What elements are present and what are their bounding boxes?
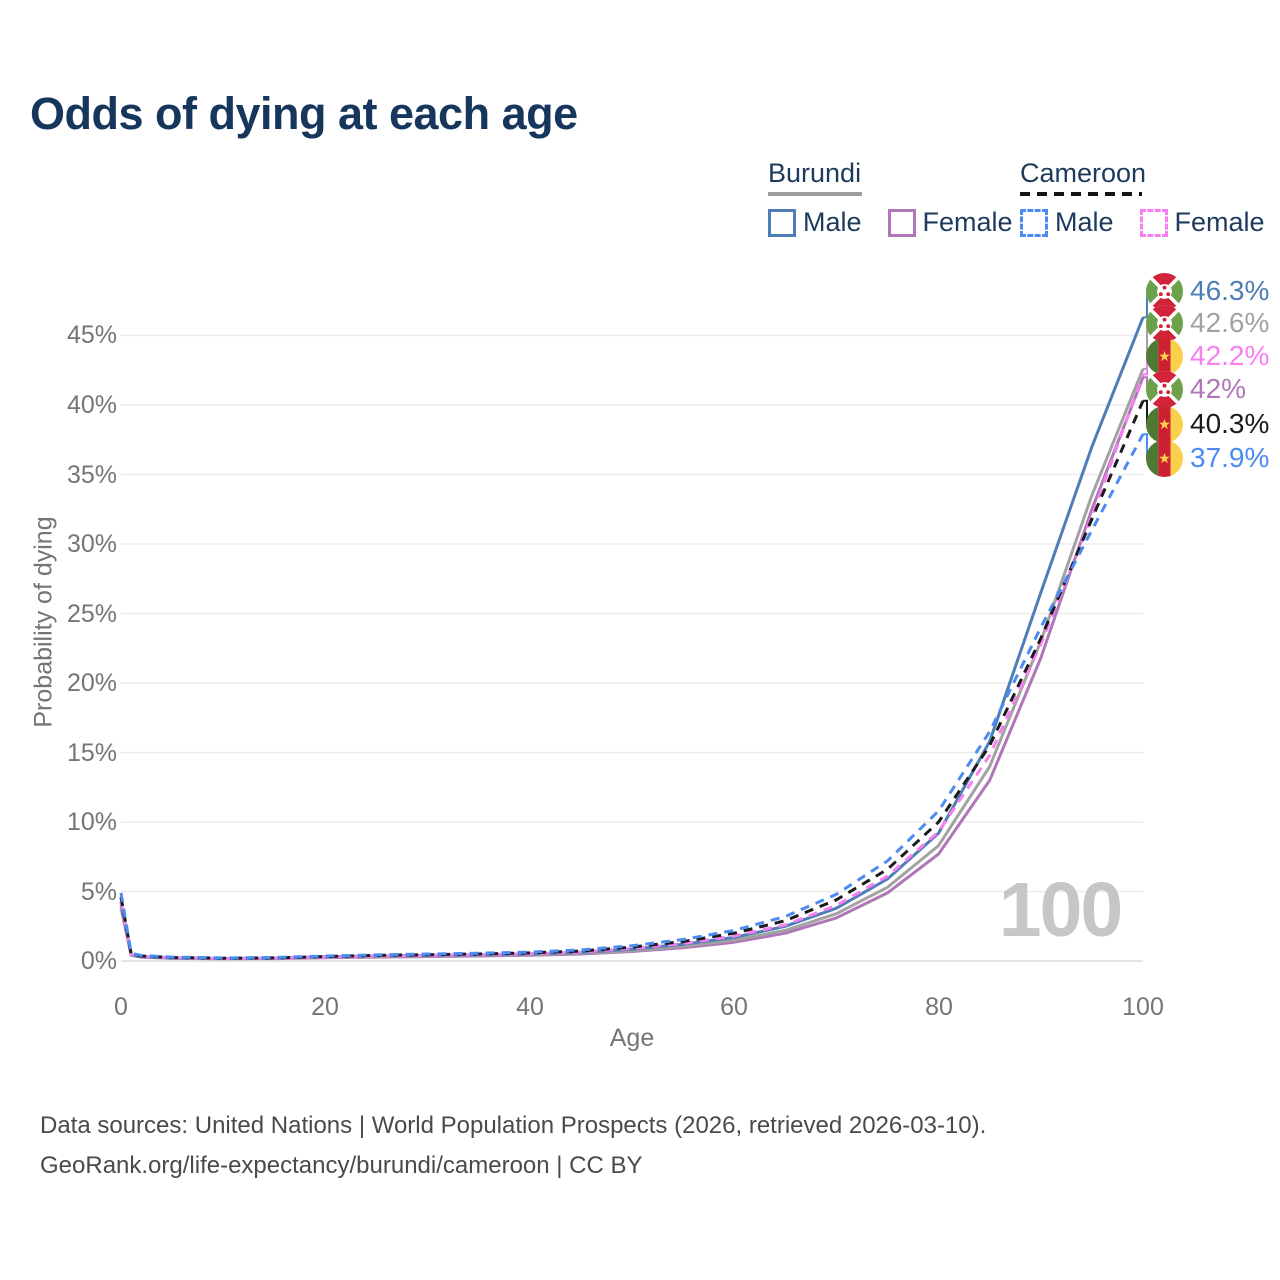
y-tick-label: 40% (66, 391, 117, 419)
x-tick-label: 60 (720, 993, 748, 1021)
x-tick-label: 20 (311, 993, 339, 1021)
series-endpoint-cameroon-male: 37.9% (1146, 439, 1269, 477)
legend-item-label: Female (922, 207, 1013, 237)
legend-item-label: Male (1055, 207, 1114, 237)
x-tick-label: 40 (516, 993, 544, 1021)
legend-group-cameroon: Cameroon Male Female (1020, 158, 1265, 238)
dashed-line-sample (1020, 192, 1142, 196)
y-tick-label: 20% (66, 669, 117, 697)
series-end-value: 46.3% (1190, 275, 1270, 306)
series-endpoint-cameroon-female: 42.2% (1146, 337, 1269, 375)
y-tick-label: 5% (80, 878, 117, 906)
legend-group-title: Cameroon (1020, 158, 1147, 188)
y-axis-title: Probability of dying (29, 516, 58, 728)
x-axis-title: Age (609, 1024, 655, 1052)
y-tick-label: 35% (66, 461, 117, 489)
y-tick-label: 10% (66, 808, 117, 836)
x-tick-label: 0 (114, 993, 128, 1021)
legend-item-burundi-male[interactable]: Male (768, 207, 862, 238)
y-tick-label: 45% (66, 321, 117, 349)
legend-group-burundi: Burundi Male Female (768, 158, 1013, 238)
series-endpoint-cameroon-both: 40.3% (1146, 405, 1269, 443)
series-end-value: 42% (1190, 373, 1247, 404)
y-tick-label: 15% (66, 739, 117, 767)
y-tick-label: 0% (80, 947, 117, 975)
burundi-flag-icon (1146, 305, 1183, 342)
y-tick-label: 30% (66, 530, 117, 558)
solid-square-icon (887, 208, 916, 237)
x-tick-label: 80 (925, 993, 953, 1021)
burundi-flag-icon (1146, 371, 1183, 408)
series-end-value: 42.6% (1190, 307, 1270, 338)
attribution-line: GeoRank.org/life-expectancy/burundi/came… (40, 1152, 643, 1179)
page-title: Odds of dying at each age (30, 88, 578, 139)
legend-item-burundi-female[interactable]: Female (887, 207, 1013, 238)
dashed-square-icon (1139, 208, 1168, 237)
cameroon-flag-icon (1146, 406, 1183, 443)
legend-item-cameroon-female[interactable]: Female (1139, 207, 1265, 238)
cameroon-flag-icon (1146, 338, 1183, 375)
solid-line-sample (768, 192, 862, 196)
footer: Data sources: United Nations | World Pop… (40, 1106, 986, 1186)
series-end-value: 37.9% (1190, 442, 1270, 473)
series-endpoint-burundi-male: 46.3% (1146, 272, 1269, 310)
series-endpoint-burundi-female: 42% (1146, 370, 1246, 408)
dashed-square-icon (1020, 208, 1048, 237)
age-watermark: 100 (998, 867, 1123, 953)
legend-item-label: Female (1174, 207, 1265, 237)
y-tick-label: 25% (66, 600, 117, 628)
cameroon-flag-icon (1146, 440, 1183, 477)
series-end-value: 42.2% (1190, 340, 1270, 371)
solid-square-icon (768, 208, 796, 237)
legend-item-cameroon-male[interactable]: Male (1020, 207, 1114, 238)
x-tick-label: 100 (1122, 993, 1164, 1021)
legend-group-title: Burundi (768, 158, 862, 188)
series-end-value: 40.3% (1190, 408, 1270, 439)
series-endpoint-burundi-both: 42.6% (1146, 304, 1269, 342)
legend-item-label: Male (803, 207, 862, 237)
data-sources-line: Data sources: United Nations | World Pop… (40, 1112, 987, 1139)
